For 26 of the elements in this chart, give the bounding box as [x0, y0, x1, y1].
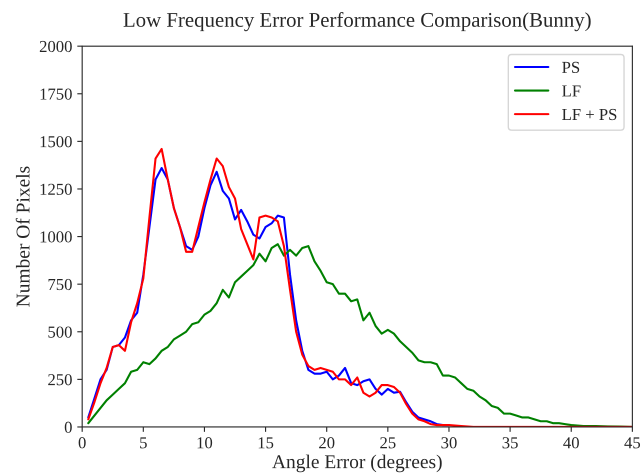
x-tick-label: 5 — [140, 437, 147, 448]
x-tick-label: 45 — [624, 437, 640, 448]
legend-label: LF + PS — [562, 108, 616, 120]
y-tick-label: 1500 — [40, 136, 72, 148]
chart-title: Low Frequency Error Performance Comparison(Bunny) — [124, 12, 591, 32]
legend-label: LF — [562, 85, 580, 96]
line-series — [87, 148, 632, 427]
y-axis-title: Number Of Pixels — [16, 166, 30, 307]
x-tick-label: 35 — [502, 437, 518, 448]
x-tick-label: 15 — [258, 437, 274, 448]
y-tick-label: 2000 — [40, 40, 72, 52]
y-tick-label: 750 — [48, 278, 72, 290]
y-tick-label: 1250 — [40, 184, 72, 195]
x-axis-title: Angle Error (degrees) — [272, 454, 442, 472]
y-tick-label: 250 — [48, 374, 72, 386]
x-tick-label: 40 — [563, 437, 579, 448]
y-tick-label: 1000 — [40, 231, 72, 243]
x-tick-label: 10 — [198, 437, 212, 448]
legend-label: PS — [562, 62, 580, 74]
x-tick-label: 25 — [380, 437, 396, 448]
x-tick-label: 0 — [78, 437, 86, 448]
x-tick-label: 30 — [441, 437, 457, 448]
y-tick-label: 500 — [48, 326, 72, 338]
y-tick-label: 1750 — [40, 88, 72, 100]
x-tick-label: 20 — [319, 437, 334, 448]
y-tick-label: 0 — [64, 422, 72, 433]
